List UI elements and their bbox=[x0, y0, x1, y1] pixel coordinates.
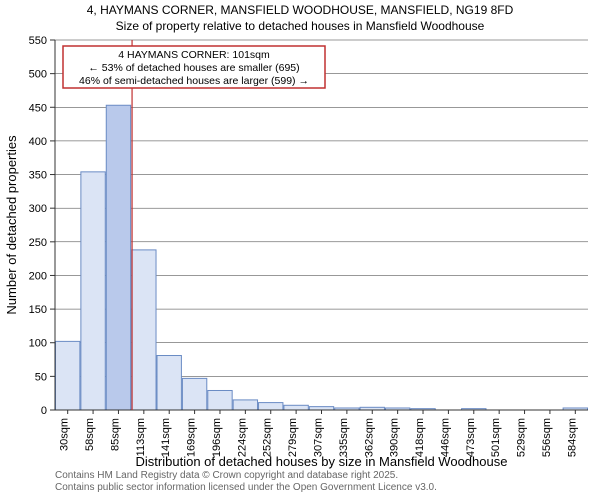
x-tick-label: 141sqm bbox=[160, 418, 172, 457]
x-tick-label: 501sqm bbox=[490, 418, 502, 457]
y-tick-label: 400 bbox=[29, 136, 47, 148]
annotation-line3: 46% of semi-detached houses are larger (… bbox=[79, 75, 309, 87]
y-tick-label: 50 bbox=[35, 371, 47, 383]
x-tick-label: 362sqm bbox=[363, 418, 375, 457]
y-axis-label: Number of detached properties bbox=[4, 135, 19, 315]
y-tick-label: 200 bbox=[29, 270, 47, 282]
y-tick-label: 150 bbox=[29, 304, 47, 316]
x-tick-label: 446sqm bbox=[439, 418, 451, 457]
x-tick-label: 113sqm bbox=[135, 418, 147, 456]
x-tick-label: 252sqm bbox=[262, 418, 274, 457]
x-tick-label: 473sqm bbox=[465, 418, 477, 457]
chart-title-line1: 4, HAYMANS CORNER, MANSFIELD WOODHOUSE, … bbox=[87, 3, 514, 17]
annotation-line1: 4 HAYMANS CORNER: 101sqm bbox=[118, 49, 270, 61]
x-tick-label: 529sqm bbox=[516, 418, 528, 457]
x-tick-label: 169sqm bbox=[186, 418, 198, 457]
y-tick-label: 300 bbox=[29, 203, 47, 215]
y-tick-label: 450 bbox=[29, 102, 47, 114]
histogram-bar bbox=[106, 105, 130, 410]
x-tick-label: 584sqm bbox=[566, 418, 578, 457]
y-tick-label: 100 bbox=[29, 338, 47, 350]
y-tick-label: 500 bbox=[29, 69, 47, 81]
histogram-bar bbox=[208, 390, 232, 410]
histogram-bar bbox=[284, 405, 308, 410]
y-tick-label: 250 bbox=[29, 237, 47, 249]
x-tick-label: 307sqm bbox=[313, 418, 325, 457]
histogram-bar bbox=[309, 407, 333, 410]
footer-line: Contains public sector information licen… bbox=[55, 482, 437, 493]
x-tick-label: 196sqm bbox=[211, 418, 223, 457]
histogram-bar bbox=[81, 172, 105, 410]
x-tick-label: 224sqm bbox=[236, 418, 248, 457]
y-tick-label: 350 bbox=[29, 170, 47, 182]
histogram-bar bbox=[182, 378, 206, 410]
x-tick-label: 58sqm bbox=[84, 418, 96, 451]
y-tick-label: 550 bbox=[29, 35, 47, 47]
histogram-bar bbox=[233, 400, 257, 410]
x-tick-label: 279sqm bbox=[287, 418, 299, 457]
histogram-bar bbox=[56, 341, 80, 410]
x-tick-label: 418sqm bbox=[414, 418, 426, 457]
chart-title-line2: Size of property relative to detached ho… bbox=[116, 19, 485, 33]
x-tick-label: 390sqm bbox=[389, 418, 401, 457]
x-tick-label: 556sqm bbox=[541, 418, 553, 457]
x-tick-label: 335sqm bbox=[338, 418, 350, 457]
x-axis-label: Distribution of detached houses by size … bbox=[136, 454, 508, 469]
x-tick-label: 30sqm bbox=[59, 418, 71, 451]
histogram-bar bbox=[259, 403, 283, 410]
histogram-bar bbox=[157, 356, 181, 410]
footer-line: Contains HM Land Registry data © Crown c… bbox=[55, 470, 398, 481]
histogram-chart: 4, HAYMANS CORNER, MANSFIELD WOODHOUSE, … bbox=[0, 0, 600, 500]
y-tick-label: 0 bbox=[41, 405, 47, 417]
x-tick-label: 85sqm bbox=[109, 418, 121, 451]
annotation-line2: ← 53% of detached houses are smaller (69… bbox=[88, 62, 299, 74]
histogram-bar bbox=[132, 250, 156, 410]
